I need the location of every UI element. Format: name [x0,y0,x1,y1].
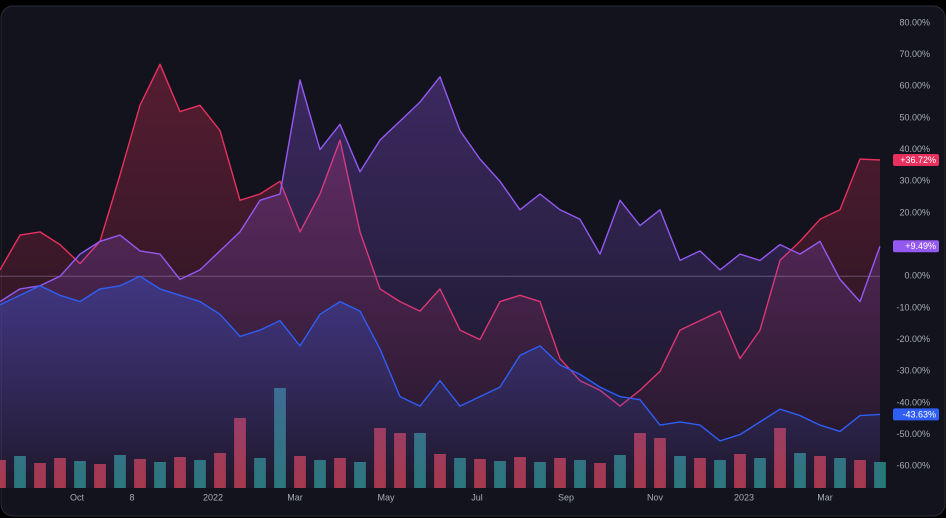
series-line [0,275,881,442]
last-value-tag [893,240,939,253]
y-tick-label: -20.00% [896,334,930,344]
y-tick-label: 40.00% [899,144,930,154]
x-tick-label: Nov [647,492,664,502]
x-tick-label: Jul [471,492,483,502]
y-tick-label: -40.00% [896,397,930,407]
x-tick-label: 8 [129,492,134,502]
y-tick-label: -10.00% [896,302,930,312]
last-value-tag [893,154,939,167]
x-tick-label: May [377,492,395,502]
x-tick-label: 2022 [203,492,223,502]
y-tick-label: 70.00% [899,49,930,59]
last-value-label: +9.49% [905,241,936,251]
y-tick-label: 80.00% [899,17,930,27]
y-tick-label: -60.00% [896,461,930,471]
y-tick-label: 30.00% [899,176,930,186]
series-line [0,76,881,303]
y-tick-label: -30.00% [896,366,930,376]
y-tick-label: 50.00% [899,112,930,122]
x-tick-label: Mar [817,492,833,502]
last-value-label: +36.72% [900,155,936,165]
y-tick-label: -50.00% [896,429,930,439]
series-area [0,276,880,488]
last-value-tag [893,408,939,421]
x-tick-label: Sep [558,492,574,502]
x-tick-label: Oct [70,492,85,502]
y-tick-label: 20.00% [899,207,930,217]
y-tick-label: 0.00% [904,271,930,281]
x-tick-label: Mar [287,492,303,502]
last-value-label: -43.63% [902,409,936,419]
y-tick-label: 60.00% [899,81,930,91]
x-tick-label: 2023 [734,492,754,502]
